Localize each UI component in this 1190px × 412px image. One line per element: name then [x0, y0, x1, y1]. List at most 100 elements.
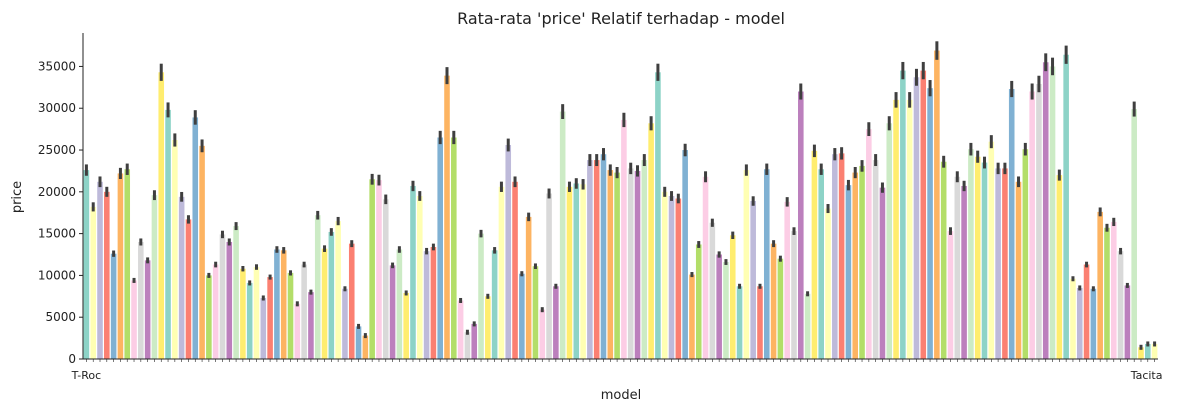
- bar: [784, 201, 790, 359]
- bar: [1022, 149, 1029, 359]
- bar: [981, 162, 988, 359]
- bar: [410, 185, 416, 359]
- bar: [689, 274, 695, 359]
- y-tick-label: 0: [68, 352, 76, 366]
- bar: [172, 139, 178, 359]
- bar: [348, 243, 355, 359]
- y-tick-label: 5000: [45, 310, 76, 324]
- bar: [587, 160, 593, 359]
- bar: [709, 222, 716, 359]
- bar: [376, 180, 382, 359]
- bar: [859, 165, 865, 359]
- bar: [1049, 66, 1056, 359]
- bar: [199, 145, 205, 359]
- bar: [444, 75, 450, 359]
- bar: [267, 277, 273, 359]
- bar: [798, 91, 804, 359]
- bar: [1008, 89, 1015, 359]
- bar: [233, 226, 239, 359]
- y-tick-label: 35000: [38, 59, 76, 73]
- bar: [845, 185, 852, 359]
- bar: [1036, 83, 1042, 360]
- bar: [260, 297, 267, 359]
- bar: [961, 185, 967, 359]
- bar: [1056, 175, 1063, 359]
- bar: [566, 186, 573, 359]
- bar: [253, 267, 260, 359]
- bar: [104, 191, 110, 359]
- bar: [505, 145, 512, 359]
- bar: [791, 231, 797, 359]
- bar: [866, 129, 872, 359]
- bar: [144, 260, 151, 359]
- bar: [478, 233, 484, 359]
- bar: [110, 253, 117, 359]
- bar: [974, 156, 981, 359]
- bar: [872, 160, 879, 359]
- x-axis-label: model: [601, 388, 641, 403]
- bar: [1110, 221, 1117, 359]
- chart-title: Rata-rata 'price' Relatif terhadap - mod…: [457, 9, 785, 28]
- bar: [825, 208, 831, 359]
- bar: [675, 198, 682, 359]
- bar: [362, 335, 369, 359]
- bar: [389, 265, 396, 359]
- bar: [97, 181, 103, 359]
- bar: [403, 292, 409, 359]
- bar: [178, 196, 185, 359]
- bar: [165, 109, 171, 360]
- bar: [1097, 211, 1103, 359]
- y-tick-label: 10000: [38, 268, 76, 282]
- bars-group: [83, 41, 1158, 360]
- bar: [1138, 347, 1144, 359]
- bar: [335, 221, 341, 359]
- bar: [525, 216, 532, 359]
- bar: [151, 195, 158, 359]
- bar: [668, 196, 675, 359]
- bar: [777, 258, 784, 359]
- y-tick-label: 30000: [38, 101, 76, 115]
- bar: [396, 249, 403, 359]
- bar: [1090, 288, 1097, 359]
- bar: [498, 186, 505, 359]
- bar: [634, 170, 641, 359]
- bar: [464, 332, 471, 359]
- bar: [954, 176, 961, 359]
- bar: [212, 264, 219, 359]
- bar: [553, 286, 559, 359]
- bar: [471, 323, 478, 359]
- bar: [838, 153, 845, 359]
- bar: [246, 282, 253, 359]
- bar: [906, 99, 913, 360]
- bar: [131, 280, 137, 359]
- y-axis-label: price: [10, 181, 25, 213]
- bar: [627, 168, 634, 359]
- bar: [811, 150, 818, 359]
- bar: [185, 219, 192, 359]
- bar: [308, 292, 314, 359]
- bar: [770, 243, 777, 359]
- bar: [947, 231, 954, 359]
- bar: [342, 288, 348, 359]
- bar: [512, 181, 518, 359]
- bar: [539, 309, 546, 359]
- y-tick-label: 20000: [38, 185, 76, 199]
- bar: [491, 250, 498, 359]
- bar: [124, 169, 131, 359]
- bar: [1083, 264, 1090, 359]
- x-tick-label-last: Tacita: [1130, 369, 1163, 382]
- bar: [852, 172, 859, 359]
- bar: [1117, 251, 1124, 359]
- bar: [1063, 54, 1069, 359]
- bar: [736, 286, 743, 359]
- bar: [287, 272, 294, 359]
- bar: [900, 70, 906, 360]
- bar: [573, 183, 580, 359]
- bar: [192, 117, 199, 360]
- bar: [716, 254, 722, 359]
- bar: [219, 234, 226, 359]
- bar: [1104, 227, 1110, 359]
- bar: [934, 50, 940, 360]
- bar: [382, 199, 389, 359]
- bar: [614, 172, 620, 359]
